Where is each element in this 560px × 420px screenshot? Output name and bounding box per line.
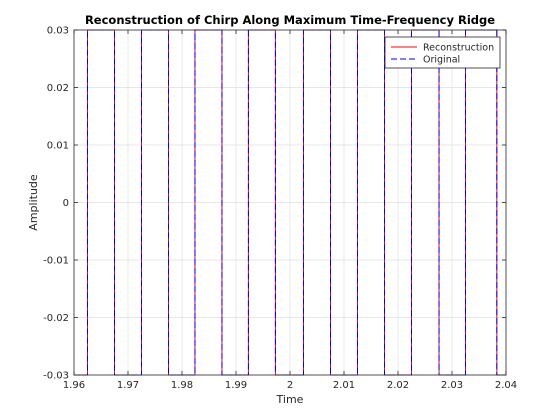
y-axis-label: Amplitude: [27, 174, 40, 231]
x-tick-label: 1.99: [225, 380, 247, 391]
y-tick-label: -0.01: [43, 256, 69, 267]
y-tick-label: 0.02: [47, 83, 69, 94]
grid: [74, 30, 506, 375]
legend-label-original: Original: [423, 55, 460, 66]
ticks: 1.96 1.97 1.98 1.99 2 2.01 2.02 2.03 2.04 -0.03 -0…: [43, 26, 517, 392]
x-tick-label: 1.96: [63, 380, 85, 391]
y-tick-label: 0.01: [47, 141, 69, 152]
x-axis-label: Time: [276, 393, 304, 406]
x-tick-label: 2.02: [387, 380, 409, 391]
legend-label-reconstruction: Reconstruction: [423, 43, 494, 54]
x-tick-label: 2.01: [333, 380, 355, 391]
x-tick-label: 2.03: [441, 380, 463, 391]
x-tick-label: 1.97: [117, 380, 139, 391]
x-tick-label: 2: [287, 380, 293, 391]
x-tick-label: 2.04: [495, 380, 517, 391]
x-tick-label: 1.98: [171, 380, 193, 391]
chart-title: Reconstruction of Chirp Along Maximum Ti…: [85, 13, 495, 27]
y-tick-label: 0: [63, 198, 69, 209]
y-tick-label: -0.03: [43, 371, 69, 382]
legend-box: [384, 36, 501, 69]
y-tick-label: 0.03: [47, 26, 69, 37]
y-tick-label: -0.02: [43, 313, 69, 324]
